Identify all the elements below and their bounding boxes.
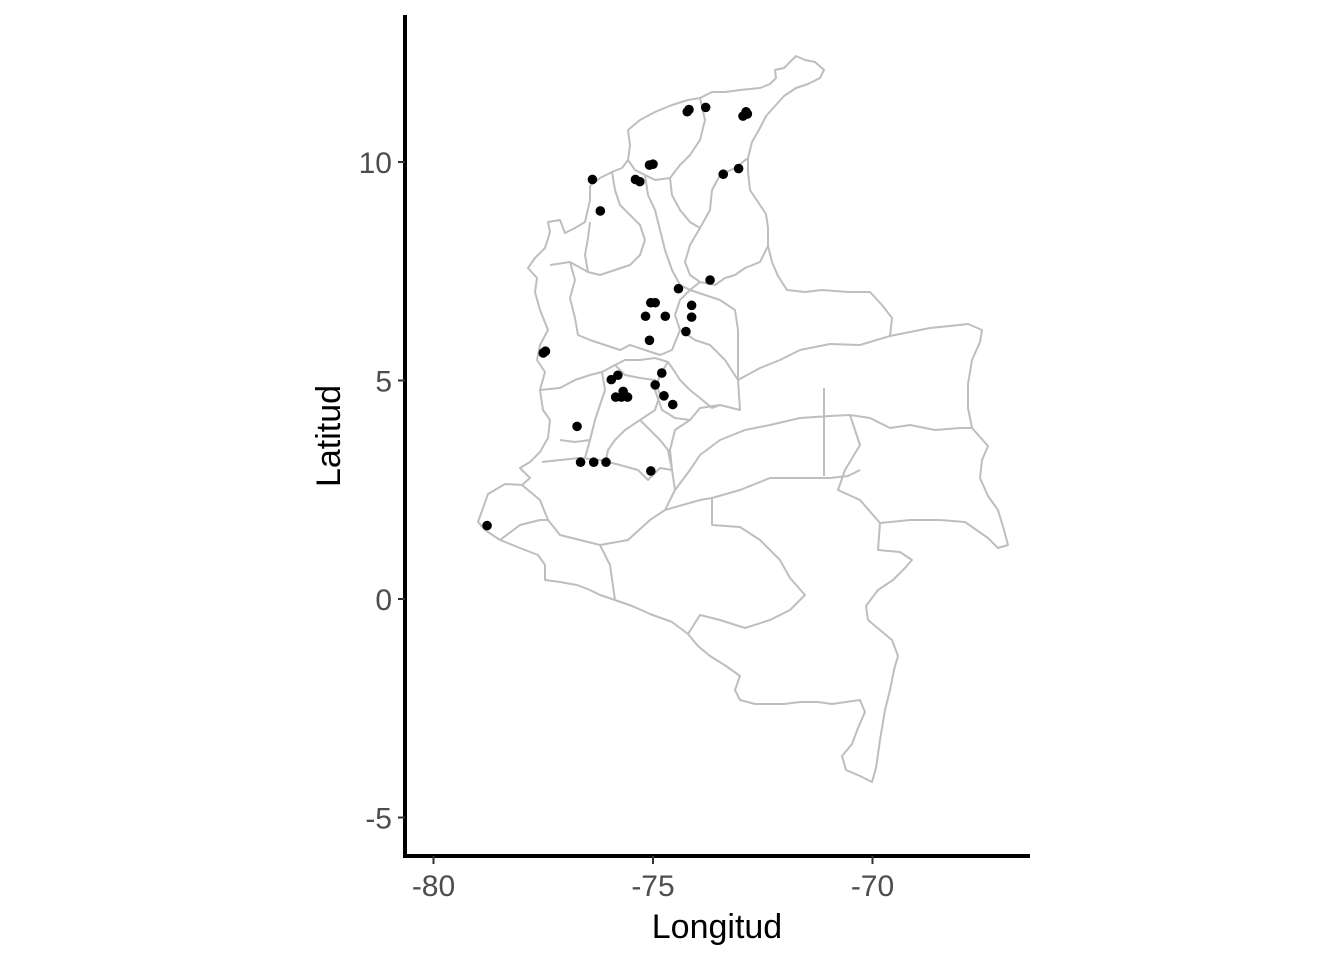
department-boundary xyxy=(539,357,721,409)
department-boundary xyxy=(689,289,739,380)
department-boundary xyxy=(584,171,646,276)
department-boundary xyxy=(639,419,673,471)
data-point xyxy=(667,399,678,410)
data-point xyxy=(587,174,598,185)
occurrence-points xyxy=(482,102,753,531)
data-point xyxy=(618,386,628,397)
y-ticks: -5 0 5 10 xyxy=(359,147,405,836)
data-point xyxy=(684,104,694,115)
data-point xyxy=(595,206,606,216)
x-ticks: -80 -75 -70 xyxy=(412,856,894,903)
data-point xyxy=(588,457,599,468)
department-boundary xyxy=(664,469,861,511)
department-boundary xyxy=(559,439,591,443)
data-point xyxy=(718,169,729,180)
department-boundary xyxy=(837,414,881,524)
data-point xyxy=(660,311,671,322)
data-point xyxy=(733,163,744,174)
data-point xyxy=(681,326,691,337)
department-boundary xyxy=(669,157,749,229)
data-point xyxy=(650,380,660,390)
department-boundary xyxy=(674,414,972,491)
data-point xyxy=(644,160,655,170)
data-point xyxy=(686,312,697,322)
data-point xyxy=(659,390,669,401)
department-boundary xyxy=(521,484,616,601)
data-point xyxy=(538,348,549,358)
y-axis-title: Latitud xyxy=(310,385,348,487)
data-point xyxy=(644,335,655,346)
y-tick-label: 5 xyxy=(375,366,392,399)
x-axis-title: Longitud xyxy=(652,908,782,946)
y-tick-label: 0 xyxy=(375,584,392,617)
data-point xyxy=(646,466,656,476)
department-boundary xyxy=(687,498,806,635)
department-boundary xyxy=(737,335,891,381)
x-tick-label: -75 xyxy=(631,870,674,903)
data-point xyxy=(650,297,660,308)
department-boundary xyxy=(644,174,691,291)
department-boundary xyxy=(684,227,769,286)
data-point xyxy=(673,283,684,294)
x-tick-label: -70 xyxy=(851,870,894,903)
x-tick-label: -80 xyxy=(412,870,455,903)
country-outline xyxy=(477,55,1009,783)
data-point xyxy=(635,176,645,187)
department-boundary xyxy=(549,261,589,273)
axes: -5 0 5 10 -80 -75 -70 Longitud Latitud xyxy=(310,15,1030,946)
department-boundary xyxy=(569,261,681,356)
department-boundary xyxy=(627,97,706,181)
data-point xyxy=(613,370,623,381)
data-point xyxy=(640,311,651,322)
data-point xyxy=(742,109,753,119)
data-point xyxy=(575,457,586,468)
data-point xyxy=(656,368,667,378)
y-tick-label: 10 xyxy=(359,147,392,180)
data-point xyxy=(601,457,611,468)
data-point xyxy=(700,102,711,113)
department-boundary xyxy=(604,364,661,466)
data-point xyxy=(572,421,582,432)
data-point xyxy=(686,300,697,311)
department-boundary xyxy=(584,371,606,459)
data-point xyxy=(705,275,715,285)
department-boundary xyxy=(499,519,548,541)
y-tick-label: -5 xyxy=(365,803,392,836)
colombia-department-boundaries xyxy=(477,55,1009,783)
data-point xyxy=(482,520,492,531)
department-boundary xyxy=(669,379,741,471)
